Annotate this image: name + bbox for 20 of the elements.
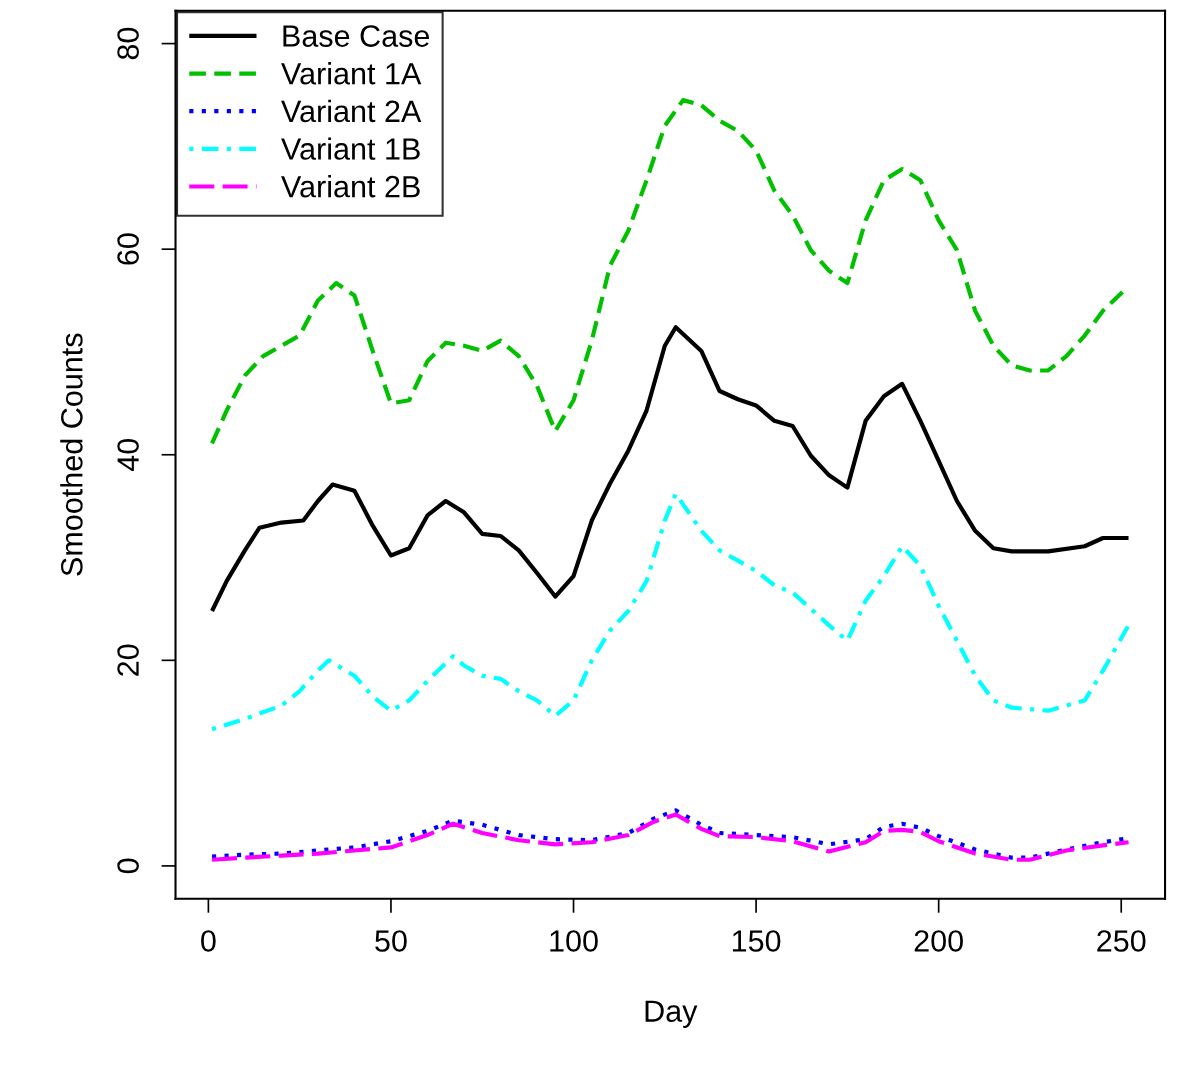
x-tick-label: 50 xyxy=(375,930,407,952)
x-tick-label: 200 xyxy=(914,930,963,952)
legend-label: Variant 2A xyxy=(281,99,422,123)
x-tick-label: 150 xyxy=(732,930,781,952)
y-axis-title: Smoothed Counts xyxy=(60,333,83,576)
line-series xyxy=(209,491,1131,732)
x-tick-label: 0 xyxy=(201,930,216,952)
x-tick-label: 250 xyxy=(1097,930,1146,952)
legend-label: Variant 2B xyxy=(281,175,420,198)
x-tick-label: 100 xyxy=(550,930,598,952)
y-tick-label: 20 xyxy=(117,644,139,676)
y-tick-label: 0 xyxy=(117,858,139,874)
x-axis-title: Day xyxy=(645,1000,698,1028)
line-series xyxy=(209,325,1131,614)
y-tick-label: 80 xyxy=(117,27,139,60)
legend-label: Base Case xyxy=(283,25,430,47)
y-tick-label: 40 xyxy=(117,438,139,472)
legend-label: Variant 1B xyxy=(281,137,420,160)
y-tick-label: 60 xyxy=(117,233,139,265)
legend-label: Variant 1A xyxy=(281,62,422,85)
